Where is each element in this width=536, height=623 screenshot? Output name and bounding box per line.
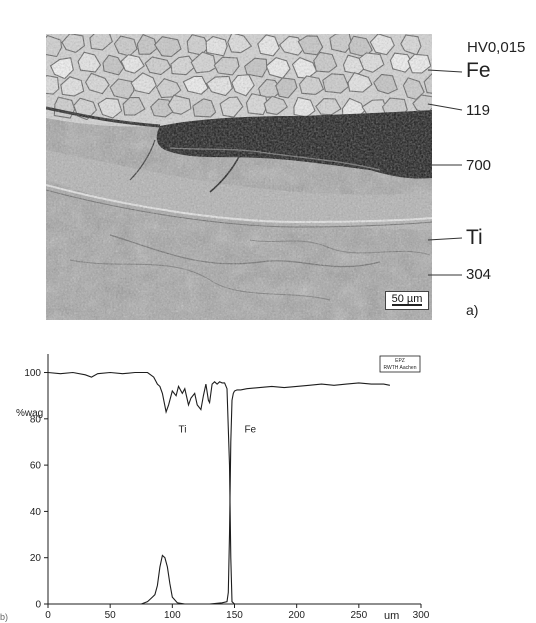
y-tick-label: 20 — [30, 553, 42, 564]
y-axis-label: %wag — [16, 408, 43, 419]
series-annotation-fe: Fe — [244, 425, 256, 436]
x-axis-label: um — [384, 610, 399, 622]
lab-inset-line: EPZ — [395, 358, 405, 364]
layer-label-ti: Ti — [466, 226, 483, 249]
series-line-fe — [48, 382, 391, 605]
y-tick-label: 0 — [35, 600, 41, 611]
x-tick-label: 250 — [350, 610, 367, 621]
x-tick-label: 50 — [105, 610, 117, 621]
x-tick-label: 150 — [226, 610, 243, 621]
layer-label-hardness-fe: 119 — [466, 102, 490, 119]
series-line-ti — [47, 371, 390, 605]
scale-bar: 50 µm — [385, 291, 429, 310]
profile-chart: 0 50 100 150 200 250 300 0 20 40 60 80 100 %wag um EPZR… — [16, 354, 430, 622]
micrograph — [46, 34, 432, 320]
layer-label-hardness-ti: 304 — [466, 266, 492, 283]
lab-inset-line: RWTH Aachen — [384, 365, 417, 371]
label-leaders — [427, 69, 463, 276]
panel-label-a: a) — [466, 302, 479, 318]
y-tick-label: 80 — [30, 414, 42, 425]
series-annotation-ti: Ti — [179, 425, 187, 436]
y-tick-label: 40 — [30, 507, 42, 518]
scale-bar-label: 50 µm — [391, 293, 423, 305]
x-tick-label: 300 — [413, 610, 430, 621]
layer-label-hardness-reaction: 700 — [466, 157, 492, 174]
layer-label-fe: Fe — [466, 59, 491, 82]
hardness-label: HV0,015 — [467, 39, 526, 56]
y-tick-label: 60 — [30, 461, 42, 472]
y-tick-label: 100 — [24, 368, 41, 379]
panel-label-b: b) — [0, 612, 9, 622]
x-tick-label: 200 — [288, 610, 305, 621]
x-tick-label: 100 — [164, 610, 181, 621]
x-tick-label: 0 — [45, 610, 51, 621]
